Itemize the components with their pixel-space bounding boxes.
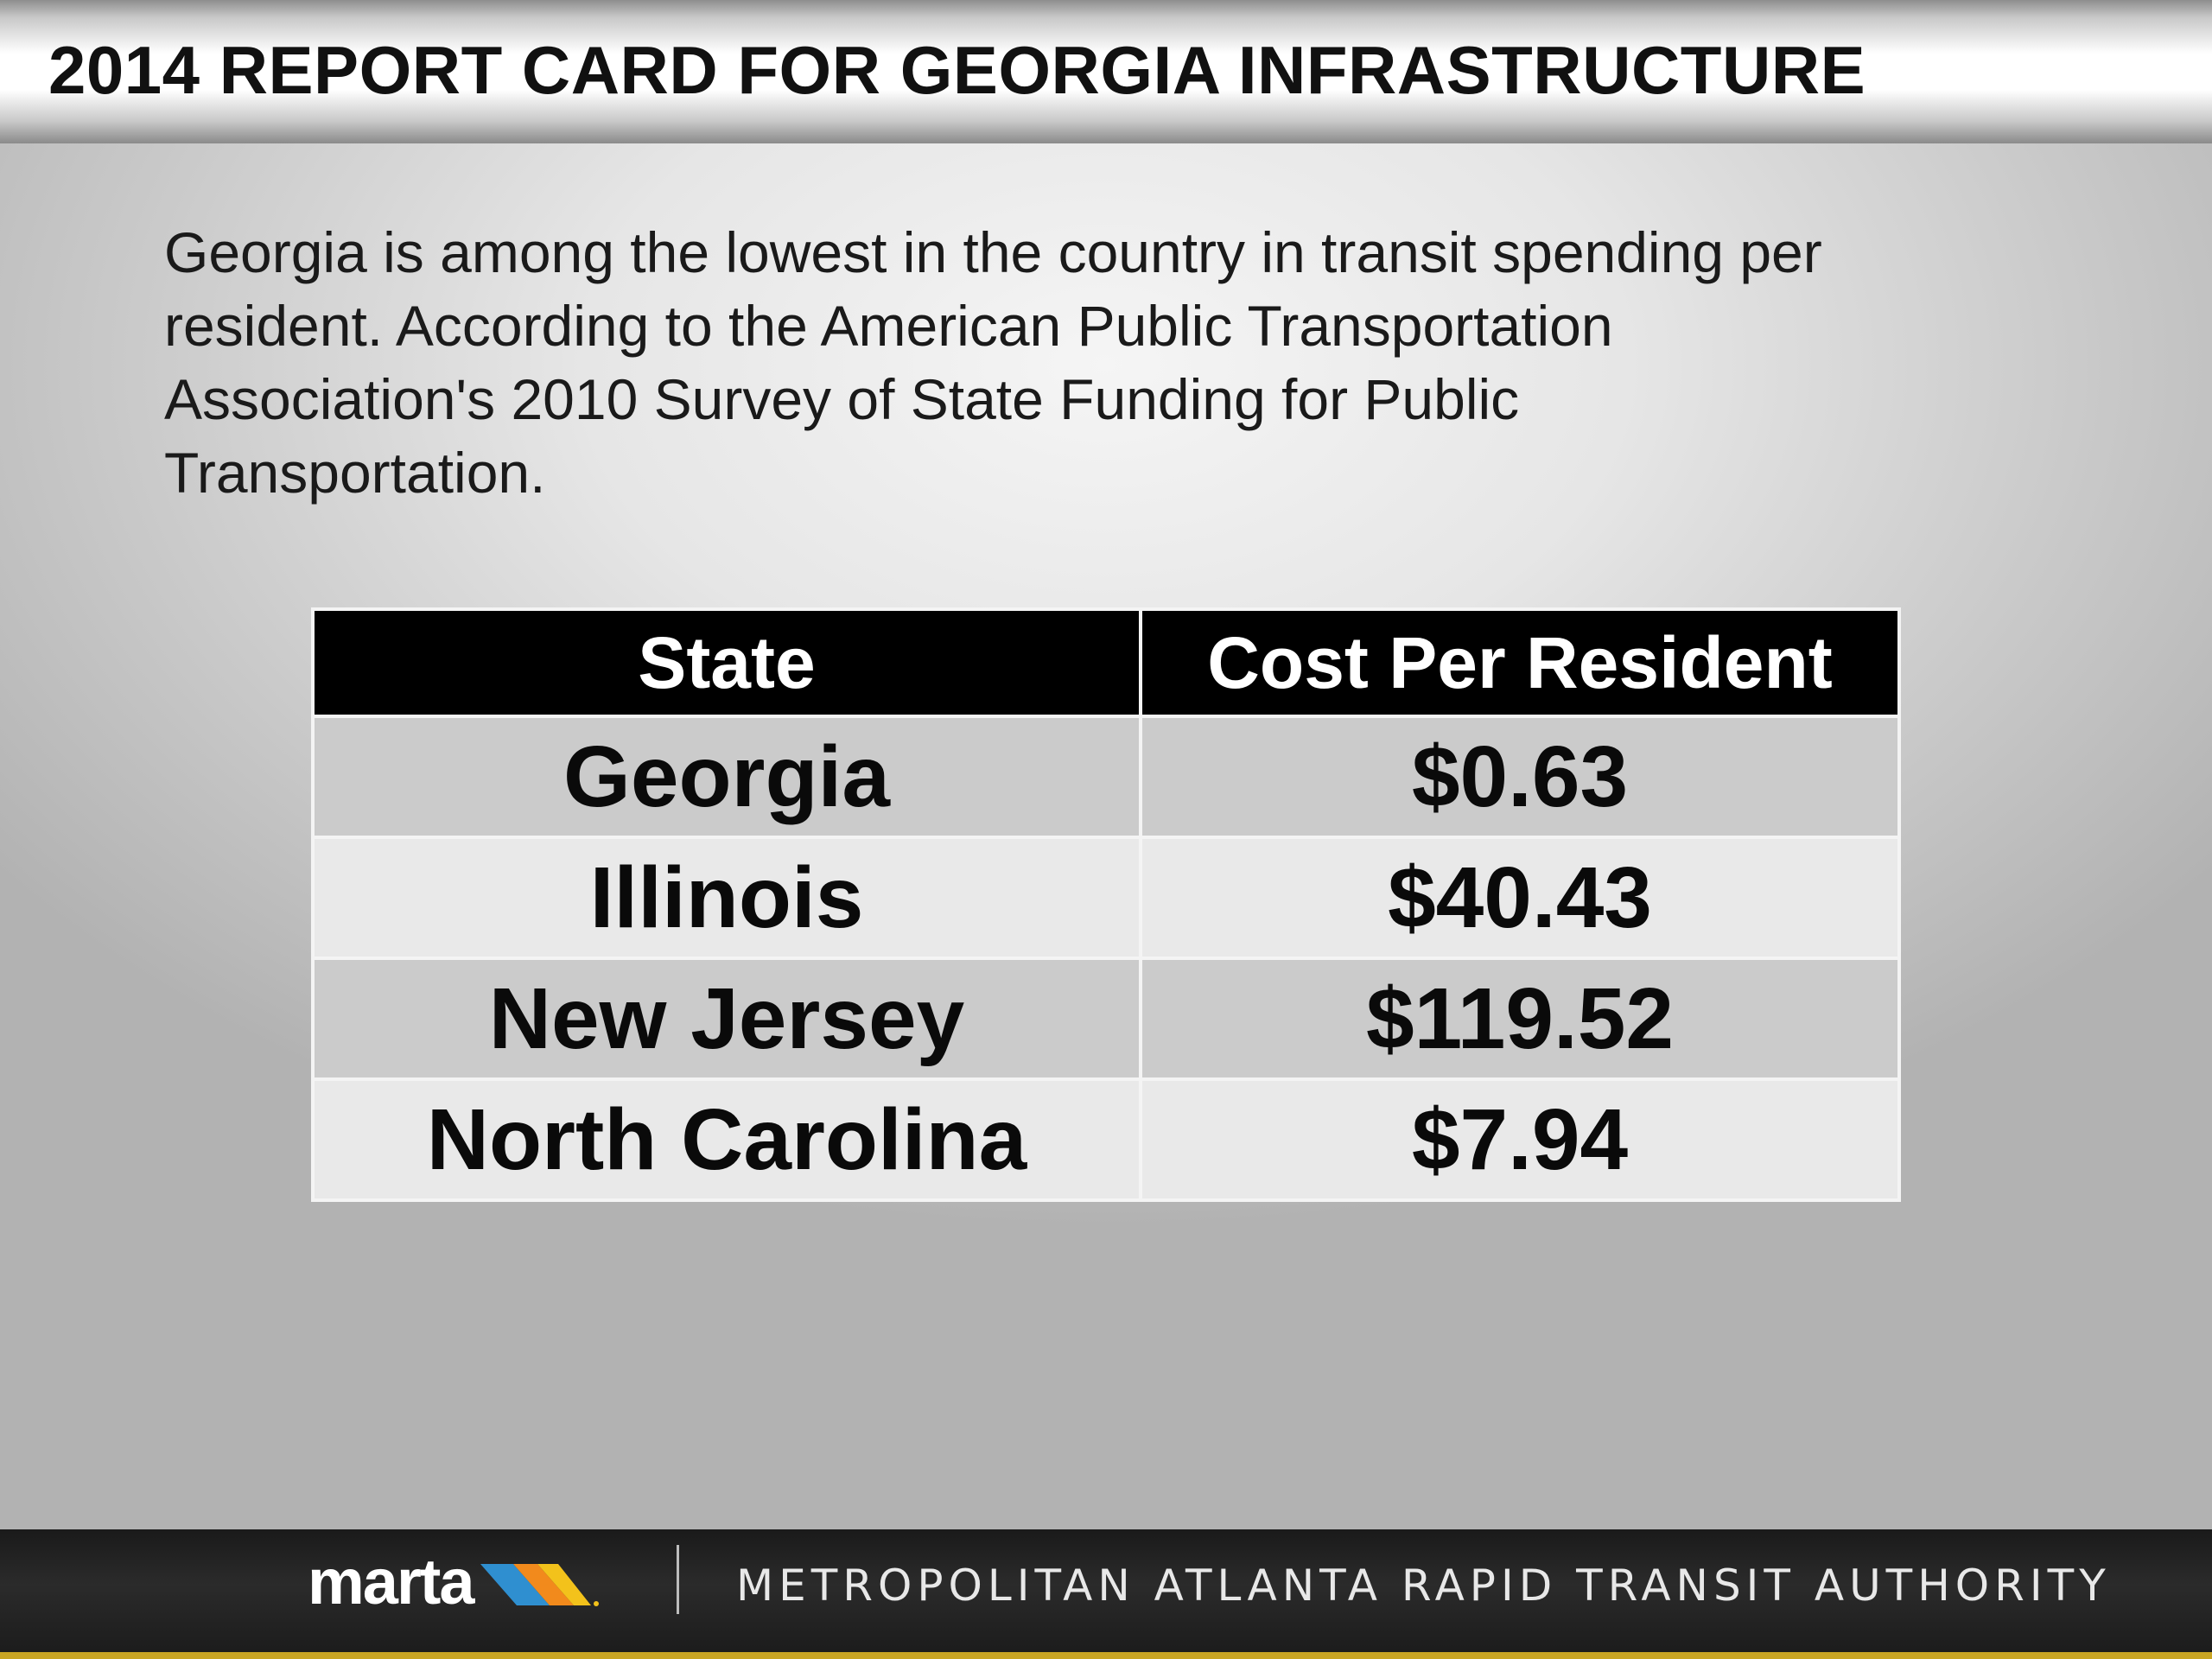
table-row: Georgia $0.63 [311, 715, 1901, 839]
table-row: North Carolina $7.94 [311, 1077, 1901, 1202]
marta-logo: marta [308, 1545, 600, 1618]
cost-cell: $119.52 [1139, 957, 1901, 1081]
state-cell: New Jersey [311, 957, 1142, 1081]
cost-cell: $0.63 [1139, 715, 1901, 839]
cost-cell: $40.43 [1139, 836, 1901, 960]
intro-line: Georgia is among the lowest in the count… [164, 220, 1822, 284]
authority-name: METROPOLITAN ATLANTA RAPID TRANSIT AUTHO… [736, 1560, 2111, 1611]
intro-line: resident. According to the American Publ… [164, 294, 1613, 358]
logo-wordmark: marta [308, 1545, 475, 1618]
marta-stripes-icon [480, 1564, 599, 1606]
state-cell: North Carolina [311, 1077, 1142, 1202]
footer-bar [0, 1529, 2212, 1652]
slide-title: 2014 REPORT CARD FOR GEORGIA INFRASTRUCT… [48, 32, 1866, 108]
table-row: New Jersey $119.52 [311, 957, 1901, 1081]
header-state: State [311, 607, 1142, 718]
table-header-row: State Cost Per Resident [311, 607, 1901, 718]
table-row: Illinois $40.43 [311, 836, 1901, 960]
state-cell: Georgia [311, 715, 1142, 839]
header-cost: Cost Per Resident [1139, 607, 1901, 718]
funding-table: State Cost Per Resident Georgia $0.63 Il… [311, 607, 1901, 1202]
footer-divider [677, 1545, 679, 1614]
intro-paragraph: Georgia is among the lowest in the count… [164, 216, 2048, 510]
title-bar: 2014 REPORT CARD FOR GEORGIA INFRASTRUCT… [0, 0, 2212, 143]
intro-line: Association's 2010 Survey of State Fundi… [164, 367, 1520, 431]
cost-cell: $7.94 [1139, 1077, 1901, 1202]
footer-gold-stripe [0, 1652, 2212, 1659]
state-cell: Illinois [311, 836, 1142, 960]
intro-line: Transportation. [164, 441, 546, 505]
